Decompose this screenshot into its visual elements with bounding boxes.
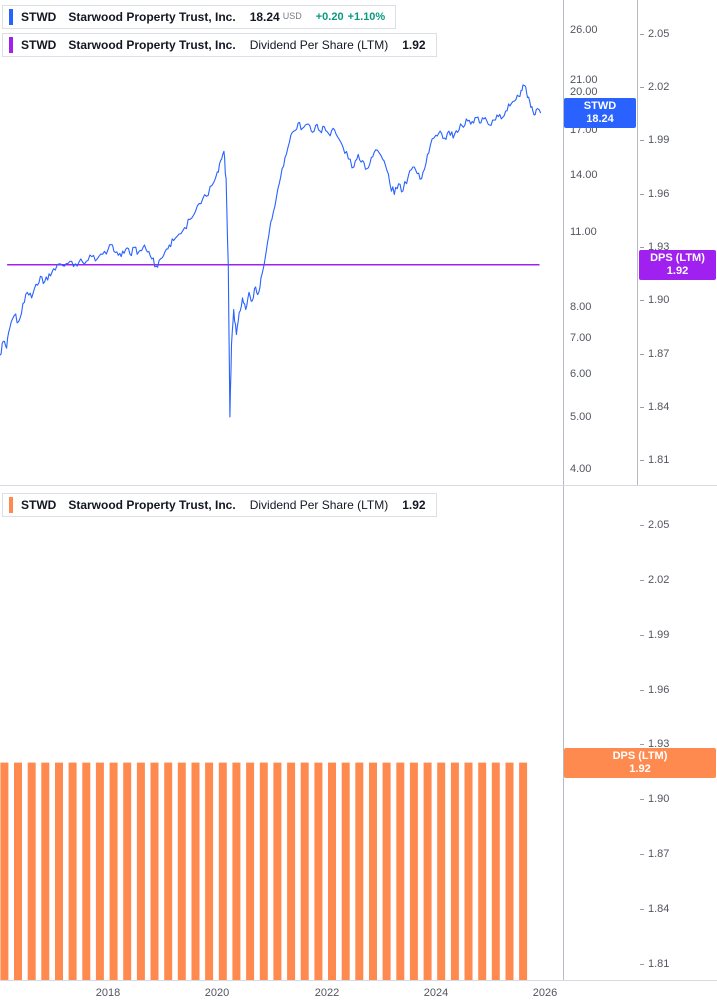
legend-change: +0.20 (315, 11, 344, 23)
dps-tick-mark (640, 525, 644, 526)
dps-tick-label: 1.96 (648, 188, 670, 200)
price-tick-label: 14.00 (570, 169, 598, 181)
dps-tick-mark (640, 964, 644, 965)
dps-tick-label: 2.02 (648, 81, 670, 93)
dps-tick-mark (640, 34, 644, 35)
pane-divider[interactable] (0, 485, 717, 486)
price-tick-label: 11.00 (570, 226, 597, 238)
time-axis-year-label: 2026 (532, 987, 558, 999)
dps-tick-mark (640, 247, 644, 248)
series-color-swatch (9, 37, 13, 53)
flag-value: 1.92 (666, 265, 689, 277)
flag-symbol: STWD (583, 100, 617, 112)
dps-tick-label: 2.02 (648, 574, 670, 586)
legend-name: Starwood Property Trust, Inc. (68, 498, 236, 512)
price-tick-label: 4.00 (570, 463, 592, 475)
dps-tick-label: 2.05 (648, 28, 670, 40)
time-axis-border (0, 980, 717, 981)
time-axis-year-label: 2018 (95, 987, 121, 999)
dps-tick-label: 1.81 (648, 958, 670, 970)
dps-tick-label: 1.81 (648, 454, 670, 466)
dps-tick-mark (640, 354, 644, 355)
series-color-swatch (9, 9, 13, 25)
time-axis-year-label: 2024 (423, 987, 449, 999)
dps-tick-mark (640, 744, 644, 745)
dps-tick-mark (640, 854, 644, 855)
dps-tick-label: 2.05 (648, 519, 670, 531)
flag-value: 1.92 (629, 763, 651, 775)
flag-value: 18.24 (586, 113, 614, 125)
dps-tick-mark (640, 690, 644, 691)
dps-tick-mark (640, 460, 644, 461)
time-axis[interactable] (0, 980, 717, 1005)
price-tick-label: 7.00 (570, 332, 592, 344)
dps-bar-value-flag: DPS (LTM) 1.92 (564, 748, 716, 778)
dps-value-flag: DPS (LTM) 1.92 (639, 250, 716, 280)
price-axis-border (563, 0, 564, 980)
legend-value: 1.92 (402, 498, 426, 512)
price-tick-label: 6.00 (570, 368, 592, 380)
flag-label: DPS (LTM) (612, 750, 668, 762)
legend-value: 18.24 (249, 10, 280, 24)
dps-tick-mark (640, 799, 644, 800)
price-tick-label: 26.00 (570, 24, 598, 36)
time-axis-year-label: 2022 (314, 987, 340, 999)
dps-tick-label: 1.87 (648, 848, 670, 860)
price-tick-label: 20.00 (570, 86, 598, 98)
dps-tick-mark (640, 87, 644, 88)
dps-tick-label: 1.84 (648, 903, 670, 915)
legend-symbol: STWD (21, 10, 57, 24)
legend-name: Starwood Property Trust, Inc. (68, 38, 236, 52)
price-tick-label: 5.00 (570, 411, 592, 423)
dps-tick-mark (640, 580, 644, 581)
dps-tick-label: 1.93 (648, 738, 670, 750)
price-tick-label: 8.00 (570, 301, 592, 313)
time-axis-year-label: 2020 (204, 987, 230, 999)
dps-tick-mark (640, 635, 644, 636)
price-axis[interactable] (563, 0, 637, 980)
dps-tick-mark (640, 300, 644, 301)
dps-axis-border (637, 0, 638, 485)
legend-price-series[interactable]: STWD Starwood Property Trust, Inc. 18.24… (2, 5, 397, 29)
dps-tick-label: 1.87 (648, 348, 670, 360)
legend-name: Starwood Property Trust, Inc. (68, 10, 236, 24)
dps-tick-mark (640, 140, 644, 141)
price-tick-label: 21.00 (570, 74, 598, 86)
dividend-chart-plot[interactable] (0, 485, 563, 980)
dps-tick-label: 1.99 (648, 134, 670, 146)
flag-label: DPS (LTM) (650, 252, 705, 264)
price-value-flag: STWD 18.24 (564, 98, 636, 128)
legend-dps-overlay[interactable]: STWD Starwood Property Trust, Inc. Divid… (2, 33, 437, 57)
legend-symbol: STWD (21, 498, 57, 512)
series-color-swatch (9, 497, 13, 513)
legend-symbol: STWD (21, 38, 57, 52)
legend-metric: Dividend Per Share (LTM) (249, 38, 389, 52)
legend-currency-unit: USD (282, 11, 302, 21)
legend-metric: Dividend Per Share (LTM) (249, 498, 389, 512)
price-chart-plot[interactable] (0, 0, 563, 485)
dps-tick-label: 1.84 (648, 401, 670, 413)
legend-change-pct: +1.10% (347, 11, 386, 23)
legend-dps-series[interactable]: STWD Starwood Property Trust, Inc. Divid… (2, 493, 437, 517)
dps-tick-label: 1.90 (648, 793, 670, 805)
dps-tick-label: 1.96 (648, 684, 670, 696)
dps-tick-label: 1.90 (648, 294, 670, 306)
dps-tick-label: 1.99 (648, 629, 670, 641)
dps-tick-mark (640, 909, 644, 910)
dps-tick-mark (640, 194, 644, 195)
legend-value: 1.92 (402, 38, 426, 52)
dps-tick-mark (640, 407, 644, 408)
